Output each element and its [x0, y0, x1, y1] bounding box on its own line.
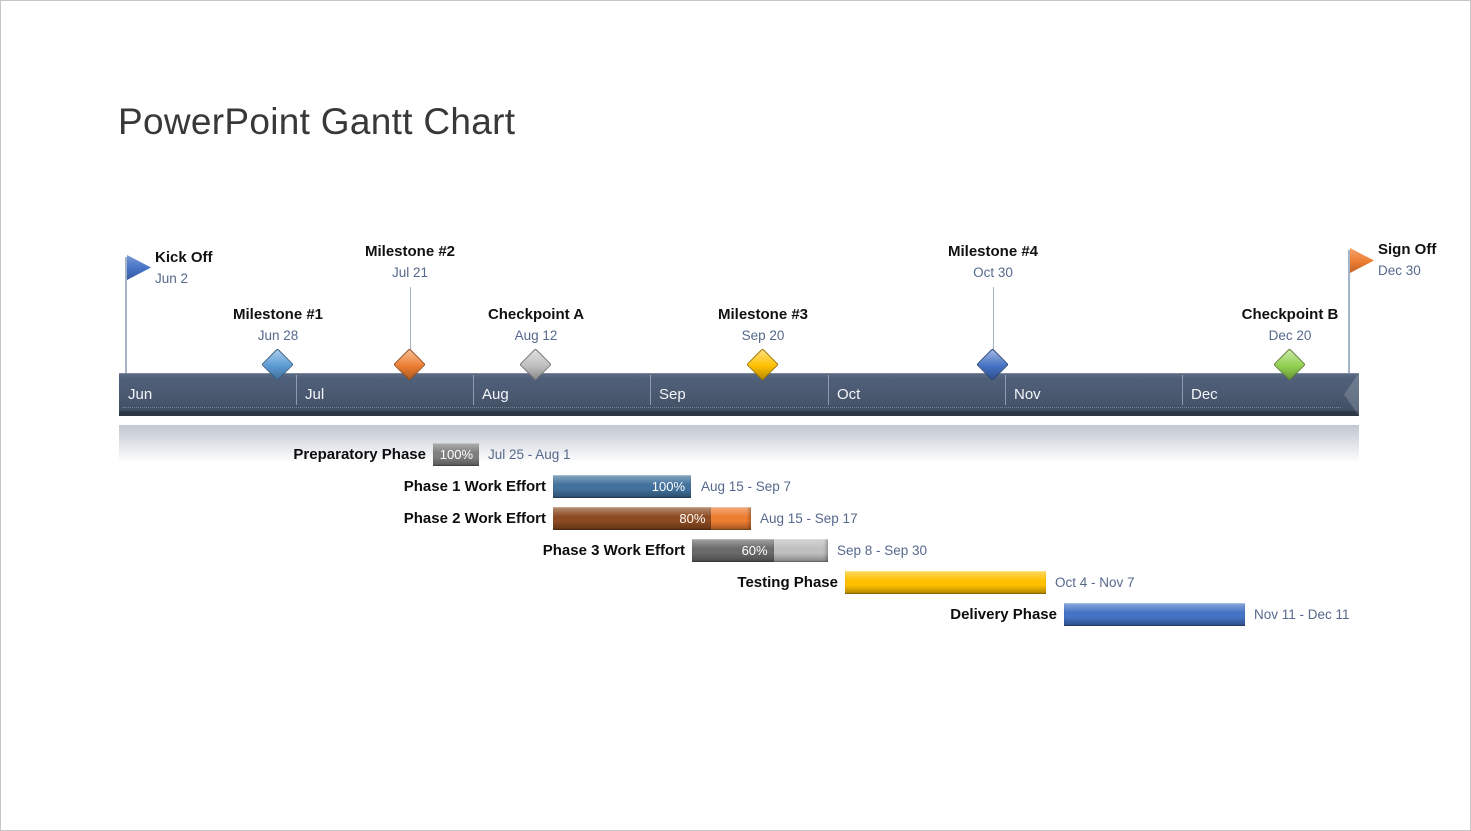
milestone-date: Aug 12 [514, 328, 558, 343]
milestone-label: Milestone #3 [717, 306, 809, 323]
month-separator [296, 375, 297, 405]
task-label: Phase 2 Work Effort [403, 510, 546, 527]
milestone-label: Checkpoint B [1241, 306, 1339, 323]
milestone-label: Milestone #2 [364, 243, 456, 260]
task-progress [1064, 603, 1245, 626]
milestone-date: Sep 20 [741, 328, 785, 343]
task-percent-label: 100% [439, 447, 473, 462]
task-label: Phase 1 Work Effort [403, 478, 546, 495]
month-label: Oct [837, 386, 861, 403]
month-label: Sep [659, 386, 686, 403]
milestone-date: Oct 30 [973, 265, 1013, 280]
task-dates: Oct 4 - Nov 7 [1055, 575, 1135, 590]
month-label: Aug [482, 386, 509, 403]
month-separator [650, 375, 651, 405]
flag-pole [125, 257, 127, 373]
task-progress [845, 571, 1046, 594]
task-bar [1064, 603, 1245, 626]
month-label: Jun [128, 386, 153, 403]
milestone-label: Sign Off [1378, 241, 1437, 258]
timeline-bar: Jun Jul Aug Sep Oct Nov Dec [119, 373, 1359, 416]
milestone-date: Jun 28 [257, 328, 299, 343]
task-dates: Aug 15 - Sep 7 [701, 479, 792, 494]
task-progress: 60% [692, 539, 774, 562]
task-progress: 100% [433, 443, 479, 466]
task-label: Testing Phase [737, 574, 838, 591]
task-dates: Sep 8 - Sep 30 [837, 543, 928, 558]
month-separator [828, 375, 829, 405]
task-bar: 100% [553, 475, 691, 498]
timeline-end-bevel [1344, 373, 1359, 416]
task-label: Phase 3 Work Effort [542, 542, 685, 559]
milestone-label: Kick Off [155, 249, 213, 266]
task-bar: 80% [553, 507, 751, 530]
task-label: Delivery Phase [950, 606, 1057, 623]
task-label: Preparatory Phase [293, 446, 426, 463]
task-dates: Aug 15 - Sep 17 [760, 511, 858, 526]
task-bar: 60% [692, 539, 828, 562]
milestone-label: Milestone #4 [947, 243, 1039, 260]
milestone-date: Jun 2 [155, 271, 189, 286]
slide-title: PowerPoint Gantt Chart [118, 101, 516, 142]
milestone-flag-icon [1350, 248, 1374, 273]
milestone-date: Dec 20 [1268, 328, 1312, 343]
task-dates: Jul 25 - Aug 1 [488, 447, 571, 462]
task-bar [845, 571, 1046, 594]
month-separator [473, 375, 474, 405]
month-separator [1005, 375, 1006, 405]
milestone-label: Checkpoint A [487, 306, 585, 323]
milestone-date: Dec 30 [1378, 263, 1421, 278]
milestone-connector [993, 287, 994, 352]
month-label: Nov [1014, 386, 1041, 403]
timeline-dotted-line [123, 407, 1341, 408]
month-label: Dec [1191, 386, 1218, 403]
month-separator [1182, 375, 1183, 405]
task-progress: 100% [553, 475, 691, 498]
milestone-label: Milestone #1 [232, 306, 324, 323]
flag-pole [1348, 250, 1350, 373]
month-label: Jul [305, 386, 325, 403]
task-percent-label: 100% [651, 479, 685, 494]
task-dates: Nov 11 - Dec 11 [1254, 607, 1350, 622]
task-percent-label: 60% [741, 543, 768, 558]
task-percent-label: 80% [679, 511, 706, 526]
milestone-connector [410, 287, 411, 352]
timeline-shadow [119, 425, 1359, 463]
task-bar: 100% [433, 443, 479, 466]
milestone-date: Jul 21 [391, 265, 429, 280]
milestone-flag-icon [127, 255, 151, 280]
task-progress: 80% [553, 507, 712, 530]
